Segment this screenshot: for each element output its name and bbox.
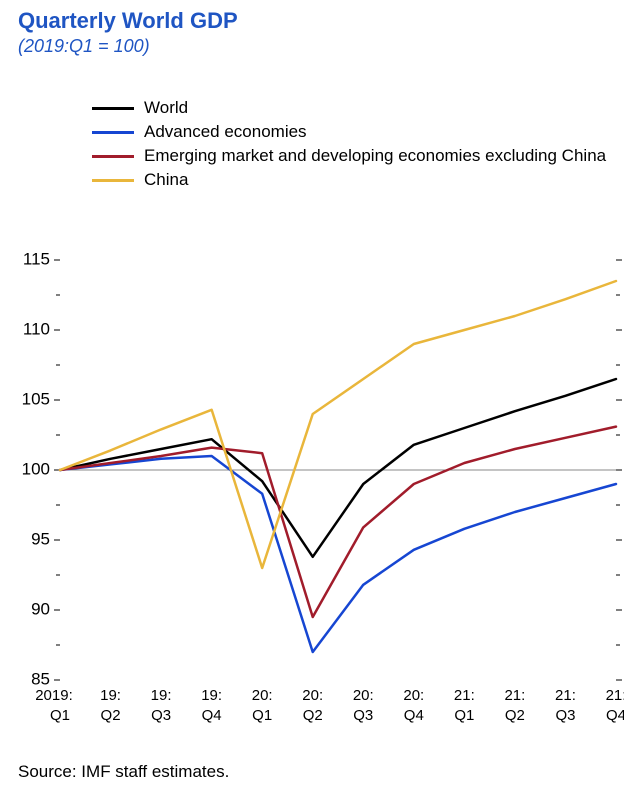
xtick-label-top: 19:	[151, 687, 172, 704]
legend-swatch	[92, 107, 134, 110]
xtick-label-top: 20:	[403, 687, 424, 704]
chart-subtitle: (2019:Q1 = 100)	[18, 36, 150, 57]
xtick-label-bot: Q2	[101, 707, 121, 724]
series-line	[60, 456, 616, 652]
page: Quarterly World GDP (2019:Q1 = 100) Worl…	[0, 0, 640, 799]
legend-label: Advanced economies	[144, 120, 307, 144]
ytick-label: 115	[23, 250, 50, 268]
xtick-label-bot: Q1	[454, 707, 474, 724]
xtick-label-bot: Q2	[505, 707, 525, 724]
xtick-label-bot: Q3	[151, 707, 171, 724]
ytick-label: 100	[22, 459, 50, 478]
xtick-label-top: 21:	[606, 687, 624, 704]
legend-label: China	[144, 168, 188, 192]
xtick-label-top: 20:	[302, 687, 323, 704]
xtick-label-top: 21:	[555, 687, 576, 704]
xtick-label-bot: Q1	[50, 707, 70, 724]
ytick-label: 85	[31, 669, 50, 688]
legend: WorldAdvanced economiesEmerging market a…	[92, 96, 606, 192]
xtick-label-top: 21:	[504, 687, 525, 704]
xtick-label-bot: Q4	[404, 707, 424, 724]
legend-item: World	[92, 96, 606, 120]
legend-item: China	[92, 168, 606, 192]
series-line	[60, 281, 616, 568]
legend-label: World	[144, 96, 188, 120]
xtick-label-bot: Q3	[555, 707, 575, 724]
source-note: Source: IMF staff estimates.	[18, 762, 229, 782]
xtick-label-top: 19:	[100, 687, 121, 704]
legend-swatch	[92, 155, 134, 158]
legend-swatch	[92, 131, 134, 134]
ytick-label: 105	[22, 389, 50, 408]
xtick-label-top: 19:	[201, 687, 222, 704]
xtick-label-bot: Q3	[353, 707, 373, 724]
ytick-label: 110	[23, 319, 50, 338]
chart-title: Quarterly World GDP	[18, 8, 238, 34]
legend-item: Emerging market and developing economies…	[92, 144, 606, 168]
xtick-label-top: 21:	[454, 687, 475, 704]
xtick-label-bot: Q2	[303, 707, 323, 724]
xtick-label-top: 20:	[353, 687, 374, 704]
chart-area: 85 90 95 100 105 110 115 2019: Q1 19: Q2 19: Q3 19: Q4…	[16, 250, 624, 730]
xtick-label-top: 20:	[252, 687, 273, 704]
legend-item: Advanced economies	[92, 120, 606, 144]
xtick-label-bot: Q1	[252, 707, 272, 724]
xtick-label-bot: Q4	[606, 707, 624, 724]
ytick-label: 90	[31, 599, 50, 618]
legend-swatch	[92, 179, 134, 182]
ytick-label: 95	[31, 529, 50, 548]
xtick-label-bot: Q4	[202, 707, 222, 724]
xtick-label-top: 2019:	[35, 687, 73, 704]
series-line	[60, 379, 616, 557]
line-chart: 85 90 95 100 105 110 115 2019: Q1 19: Q2 19: Q3 19: Q4…	[16, 250, 624, 730]
legend-label: Emerging market and developing economies…	[144, 144, 606, 168]
